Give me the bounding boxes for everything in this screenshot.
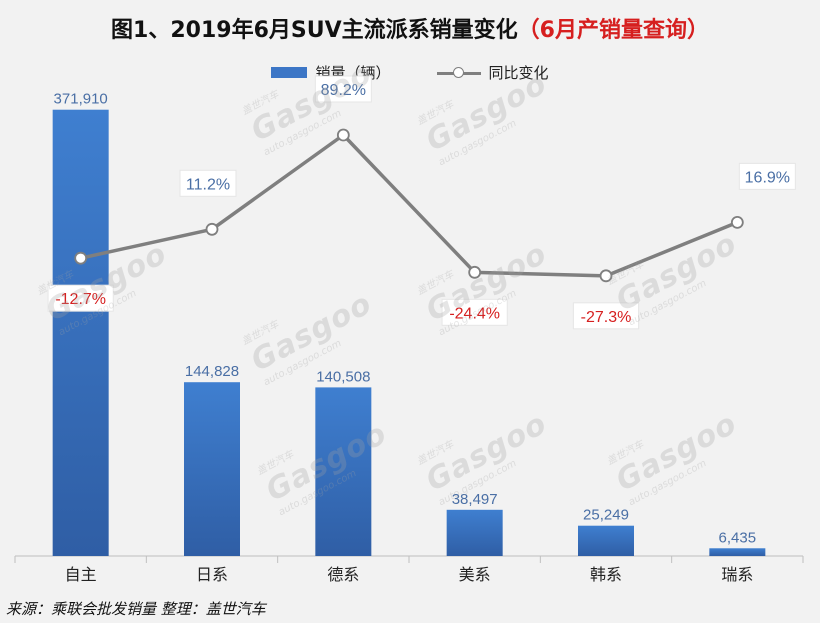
yoy-value-label: -12.7% — [55, 291, 106, 308]
yoy-value-label: 11.2% — [186, 176, 230, 193]
source-note: 来源：乘联会批发销量 整理：盖世汽车 — [6, 600, 266, 618]
legend-line-swatch — [436, 66, 481, 79]
chart-title-highlight: （6月产销量查询） — [517, 18, 709, 43]
legend-bar-swatch — [271, 67, 308, 78]
yoy-line — [80, 133, 738, 278]
x-tick-label: 自主 — [65, 565, 97, 584]
yoy-value-label: -24.4% — [449, 305, 500, 322]
yoy-point — [599, 269, 613, 283]
yoy-point — [205, 222, 219, 236]
yoy-label-box — [572, 302, 640, 330]
x-tick-label: 美系 — [459, 565, 491, 584]
x-tick-label: 日系 — [196, 565, 228, 584]
yoy-point — [468, 265, 482, 279]
yoy-label-box — [441, 298, 508, 326]
bar-value-label: 140,508 — [316, 368, 370, 385]
yoy-point — [74, 251, 88, 265]
chart-title: 图1、2019年6月SUV主流派系销量变化（6月产销量查询） — [111, 18, 709, 43]
yoy-label-box — [47, 284, 114, 312]
bar-瑞系 — [709, 548, 766, 556]
yoy-value-label: 16.9% — [745, 169, 790, 186]
x-tick-label: 瑞系 — [721, 565, 753, 584]
bar-value-label: 25,249 — [583, 507, 629, 524]
yoy-point — [336, 128, 350, 142]
yoy-point — [730, 215, 744, 229]
bar-自主 — [52, 109, 109, 556]
bar-value-label: 144,828 — [185, 363, 239, 380]
bar-德系 — [315, 387, 372, 556]
bar-日系 — [184, 382, 240, 556]
yoy-value-label: -27.3% — [581, 309, 632, 326]
bar-韩系 — [578, 525, 634, 556]
legend-item-yoy[interactable]: 同比变化 — [436, 62, 549, 83]
yoy-label-box — [179, 169, 237, 197]
yoy-label-box — [738, 162, 796, 190]
x-tick-label: 德系 — [327, 565, 359, 584]
bar-value-label: 6,435 — [719, 529, 757, 546]
bar-value-label: 38,497 — [452, 491, 498, 508]
yoy-value-label: 89.2% — [321, 82, 366, 99]
legend-label-yoy: 同比变化 — [488, 64, 549, 82]
yoy-label-box — [314, 75, 372, 103]
x-tick-label: 韩系 — [590, 565, 622, 584]
bar-value-label: 371,910 — [54, 91, 108, 108]
bar-美系 — [446, 509, 503, 556]
